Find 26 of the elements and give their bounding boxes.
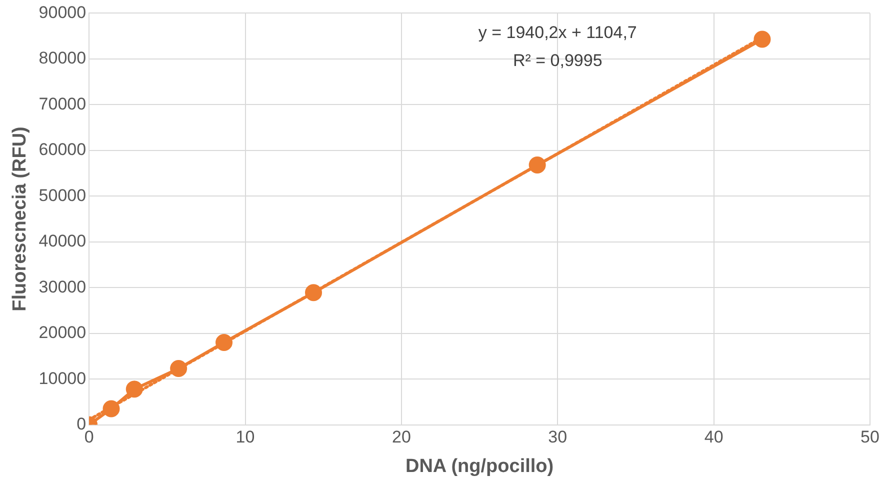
y-tick-label: 0	[76, 414, 86, 434]
x-tick-label: 40	[704, 428, 724, 447]
y-tick-label: 60000	[38, 140, 86, 160]
point	[754, 30, 771, 48]
x-tick-label: 30	[548, 428, 568, 447]
x-tick-label: 10	[236, 428, 255, 447]
y-tick-label: 80000	[38, 48, 86, 68]
y-tick-label: 70000	[38, 94, 86, 114]
y-axis-title: Fluorescnecia (RFU)	[10, 126, 31, 312]
point	[528, 156, 546, 174]
y-tick-label: 30000	[38, 277, 86, 296]
annotation: y = 1940,2x + 1104,7	[478, 22, 637, 42]
point	[170, 360, 188, 378]
y-tick-label: 50000	[38, 186, 86, 205]
x-axis-title: DNA (ng/pocillo)	[405, 456, 554, 477]
point	[102, 400, 120, 418]
x-tick-label: 20	[392, 428, 411, 447]
annotation: R² = 0,9995	[512, 50, 602, 70]
y-tick-label: 90000	[38, 2, 86, 22]
y-tick-label: 20000	[38, 323, 86, 342]
point	[126, 380, 143, 398]
y-tick-label: 10000	[38, 368, 86, 388]
y-tick-label: 40000	[38, 232, 86, 251]
point	[305, 284, 322, 302]
x-tick-label: 50	[860, 428, 880, 447]
point	[216, 334, 233, 351]
